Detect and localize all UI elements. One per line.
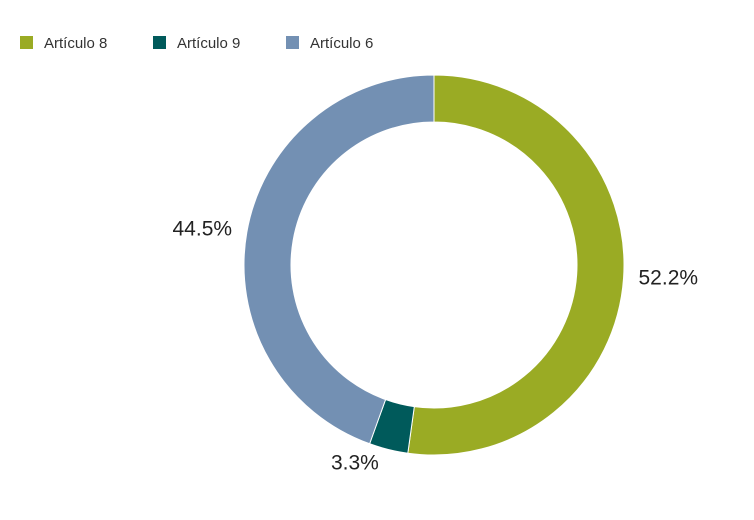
legend-swatch <box>20 36 33 49</box>
legend-label: Artículo 8 <box>44 35 107 52</box>
value-label: 44.5% <box>173 217 233 240</box>
legend-label: Artículo 6 <box>310 35 373 52</box>
donut-slice <box>407 74 625 456</box>
legend-swatch <box>153 36 166 49</box>
legend-label: Artículo 9 <box>177 35 240 52</box>
value-label: 52.2% <box>639 267 699 290</box>
donut-slice <box>243 74 435 445</box>
value-label: 3.3% <box>331 452 379 475</box>
legend-swatch <box>286 36 299 49</box>
